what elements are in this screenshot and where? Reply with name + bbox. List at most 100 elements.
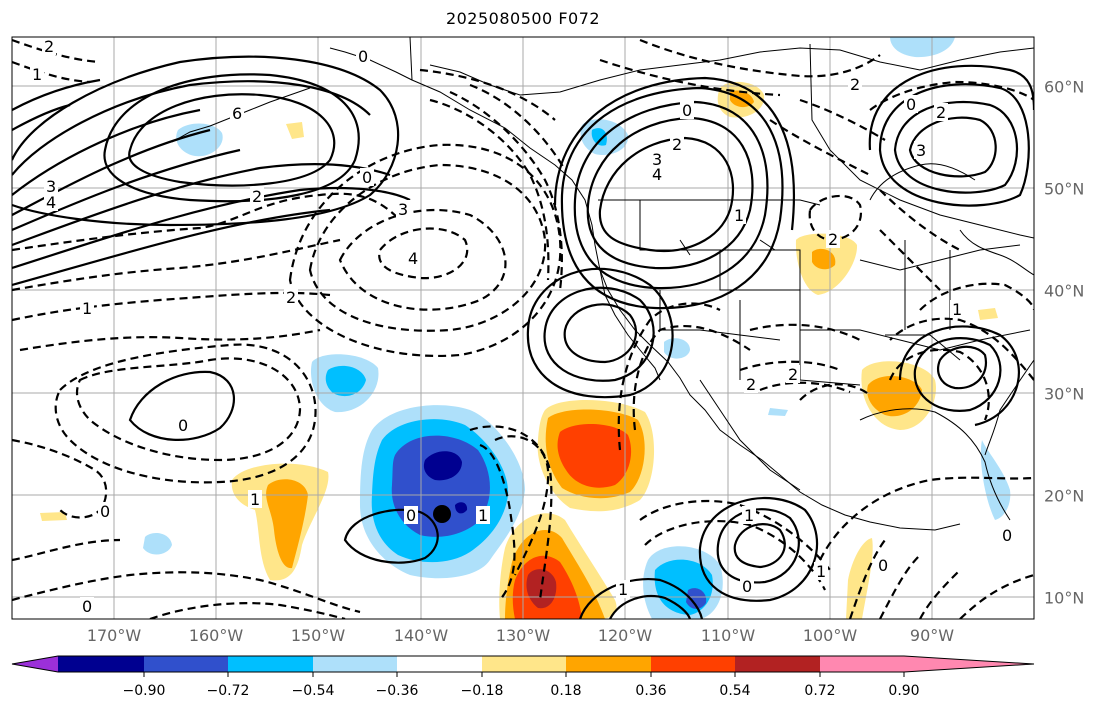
svg-text:0: 0 (742, 577, 752, 596)
colorbar-tick-label: 0.36 (635, 683, 667, 699)
shade-positive-strong (557, 424, 632, 488)
colorbar-segment (58, 656, 144, 672)
contour-label: 1 (80, 299, 94, 318)
contour-label: 1 (814, 562, 828, 581)
shade-negative-weak (890, 37, 955, 58)
contour-label: 1 (950, 300, 964, 319)
contour-label: 2 (826, 230, 840, 249)
contour-label: 1 (742, 506, 756, 525)
lon-label: 100°W (802, 626, 858, 645)
lon-label: 110°W (700, 626, 756, 645)
svg-text:4: 4 (408, 249, 418, 268)
svg-text:0: 0 (1002, 526, 1012, 545)
contour-label: 2 (670, 135, 684, 154)
lat-label: 10°N (1044, 588, 1085, 608)
svg-text:4: 4 (652, 165, 662, 184)
contour-label: 6 (230, 104, 244, 123)
svg-text:0: 0 (362, 168, 372, 187)
contour-label: 1 (616, 580, 630, 599)
contour-label: 3 (396, 200, 410, 219)
svg-text:0: 0 (358, 47, 368, 66)
lat-label: 40°N (1044, 281, 1085, 301)
graticule (12, 37, 1034, 619)
svg-text:0: 0 (406, 506, 416, 525)
contour-label: 1 (30, 65, 44, 84)
shade-negative-extreme (423, 451, 462, 481)
contour-label: 2 (284, 288, 298, 307)
colorbar-segment (482, 656, 566, 672)
svg-text:3: 3 (46, 177, 56, 196)
svg-text:2: 2 (252, 187, 262, 206)
colorbar-ticks (143, 672, 905, 677)
shade-negative-weak (980, 440, 1011, 520)
shade-negative-weak (176, 123, 223, 157)
svg-text:0: 0 (878, 556, 888, 575)
contour-label: 0 (404, 506, 418, 525)
contour-label: 2 (934, 103, 948, 122)
contour-label: 2 (786, 365, 800, 384)
svg-text:3: 3 (652, 150, 662, 169)
svg-text:2: 2 (828, 230, 838, 249)
svg-text:0: 0 (682, 101, 692, 120)
contour-label: 2 (42, 37, 56, 56)
shade-positive-weak (40, 512, 67, 521)
shade-negative-mod (591, 128, 607, 146)
shade-negative-weak (143, 533, 172, 555)
contour-label: 1 (732, 206, 746, 225)
contour-label: 2 (848, 75, 862, 94)
contour-label: 0 (680, 101, 694, 120)
colorbar-tick-label: 0.90 (888, 683, 920, 699)
shade-positive-weak (846, 538, 873, 619)
svg-text:0: 0 (82, 597, 92, 616)
lon-label: 150°W (290, 626, 346, 645)
contour-label: 0 (356, 47, 370, 66)
svg-text:2: 2 (44, 37, 54, 56)
colorbar-tick-label: 0.54 (719, 683, 751, 699)
contour-label: 1 (248, 490, 262, 509)
lon-label: 120°W (597, 626, 653, 645)
shade-positive-weak (978, 308, 998, 320)
colorbar-segment (228, 656, 313, 672)
colorbar-segment (144, 656, 228, 672)
colorbar-segment (566, 656, 651, 672)
positive-contours (12, 55, 1034, 619)
colorbar-segment (397, 656, 482, 672)
contour-label: 0 (1000, 526, 1014, 545)
shade-negative-mod (325, 365, 366, 397)
colorbar-tick-label: −0.54 (291, 683, 335, 699)
contour-label: 4 (44, 193, 58, 212)
lon-label: 160°W (188, 626, 244, 645)
contour-label: 3 (44, 177, 58, 196)
shade-positive-mod (867, 375, 922, 417)
svg-text:2: 2 (850, 75, 860, 94)
svg-text:1: 1 (952, 300, 962, 319)
lat-label: 30°N (1044, 384, 1085, 404)
svg-text:0: 0 (906, 95, 916, 114)
colorbar-min-extension (12, 656, 58, 672)
colorbar-tick-label: 0.72 (804, 683, 836, 699)
colorbar-segment (820, 656, 904, 672)
lon-label: 130°W (495, 626, 551, 645)
lat-label: 20°N (1044, 486, 1085, 506)
colorbar-segment (735, 656, 820, 672)
lat-label: 50°N (1044, 179, 1085, 199)
lon-label: 90°W (909, 626, 955, 645)
contour-label: 2 (250, 187, 264, 206)
colorbar-max-extension (904, 656, 1034, 672)
svg-text:1: 1 (744, 506, 754, 525)
contour-label: 1 (476, 506, 490, 525)
shade-negative-strong (686, 588, 707, 609)
colorbar-tick-label: −0.36 (375, 683, 419, 699)
shade-positive-extreme (526, 569, 557, 609)
contour-label: 0 (80, 597, 94, 616)
contour-labels: 2 1 0 6 3 4 2 0 3 4 2 1 0 2 3 4 1 2 0 2 … (30, 37, 1014, 616)
shade-negative-weak (768, 408, 788, 416)
svg-text:1: 1 (32, 65, 42, 84)
svg-text:1: 1 (816, 562, 826, 581)
contour-label: 0 (98, 502, 112, 521)
svg-text:2: 2 (286, 288, 296, 307)
svg-text:1: 1 (478, 506, 488, 525)
svg-text:0: 0 (178, 416, 188, 435)
svg-text:6: 6 (232, 104, 242, 123)
